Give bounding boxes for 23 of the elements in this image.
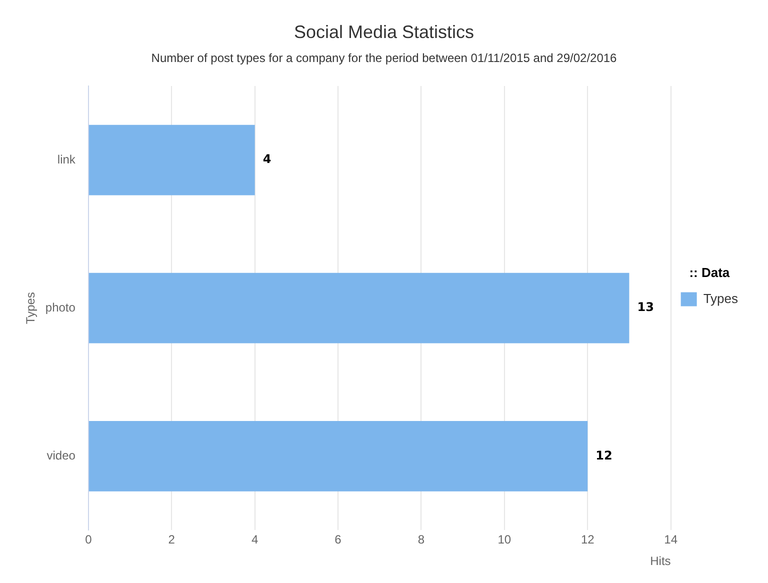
y-tick-label: link [57, 152, 76, 166]
y-tick-label: video [46, 448, 76, 462]
data-label: 4 [262, 152, 272, 166]
bar [88, 124, 255, 196]
y-axis-title: Types [24, 292, 38, 324]
bar [88, 272, 630, 344]
data-label: 13 [637, 300, 654, 314]
bar [88, 421, 588, 492]
x-tick-label: 14 [664, 532, 678, 547]
x-tick-label: 10 [498, 532, 512, 547]
legend-title: :: Data [689, 264, 730, 280]
chart-title: Social Media Statistics [294, 22, 474, 42]
x-tick-label: 6 [334, 532, 342, 547]
x-tick-label: 4 [251, 532, 258, 547]
x-tick-label: 0 [85, 532, 92, 547]
legend-label: Types [703, 290, 738, 306]
data-label: 12 [596, 448, 612, 462]
x-tick-label: 2 [168, 532, 176, 547]
y-tick-label: photo [45, 300, 76, 314]
chart-subtitle: Number of post types for a company for the period between 01/11/2015 and 29/02/2016 [151, 51, 618, 66]
x-tick-label: 8 [418, 532, 425, 547]
x-tick-label: 12 [580, 532, 595, 547]
x-axis-title: Hits [650, 554, 671, 568]
